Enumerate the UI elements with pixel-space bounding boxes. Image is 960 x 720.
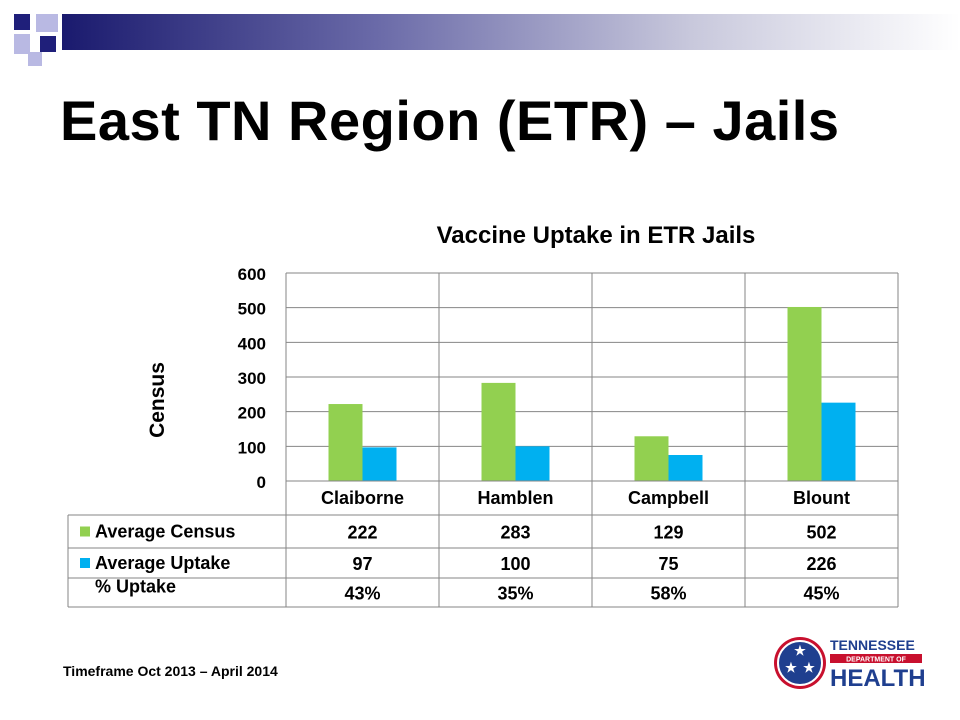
y-tick-label: 600 — [238, 265, 266, 284]
timeframe-note: Timeframe Oct 2013 – April 2014 — [63, 663, 278, 679]
logo-line1: TENNESSEE — [830, 637, 915, 653]
table-cell-value: 222 — [347, 523, 377, 543]
bar-average-census-claiborne — [328, 404, 363, 481]
legend-label: Average Uptake — [95, 553, 230, 573]
decor-square-navy — [14, 14, 30, 30]
bar-average-census-blount — [787, 306, 822, 481]
y-tick-labels: 0 100 200 300 400 500 600 — [238, 265, 266, 492]
table-cell-value: 283 — [500, 523, 530, 543]
tennessee-health-logo: ★ ★ ★ TENNESSEE DEPARTMENT OF HEALTH — [774, 637, 926, 692]
legend-label: % Uptake — [95, 577, 176, 597]
category-label: Blount — [793, 488, 850, 508]
table-cell-value: 226 — [806, 554, 836, 574]
y-tick-label: 500 — [238, 300, 266, 319]
y-axis-label: Census — [146, 362, 169, 438]
legend-swatch — [80, 558, 90, 568]
table-cell-value: 129 — [653, 523, 683, 543]
table-cell-value: 75 — [658, 554, 678, 574]
svg-text:★: ★ — [794, 643, 806, 658]
table-cell-value: 58% — [650, 584, 686, 604]
legend-swatch — [80, 526, 90, 537]
bar-average-census-hamblen — [481, 382, 516, 481]
decor-square-light — [36, 14, 58, 32]
logo-line3: HEALTH — [830, 665, 926, 692]
y-tick-label: 400 — [238, 334, 266, 353]
decor-square-light — [14, 34, 30, 54]
table-cell-value: 97 — [352, 554, 372, 574]
y-tick-label: 0 — [257, 473, 266, 492]
table-cell-value: 35% — [497, 584, 533, 604]
svg-text:★: ★ — [803, 660, 815, 675]
chart-title: Vaccine Uptake in ETR Jails — [437, 222, 756, 249]
legend-label: Average Census — [95, 522, 235, 542]
decor-square-navy — [40, 36, 56, 52]
y-tick-label: 300 — [238, 369, 266, 388]
y-tick-label: 200 — [238, 404, 266, 423]
category-label: Campbell — [628, 488, 709, 508]
bar-average-uptake-campbell — [668, 455, 703, 481]
logo-line2: DEPARTMENT OF — [846, 657, 906, 664]
decor-square-light — [28, 52, 42, 66]
bar-average-uptake-hamblen — [515, 446, 550, 481]
table-cell-value: 100 — [500, 554, 530, 574]
data-table: Claiborne Hamblen Campbell Blount Average Ce… — [67, 273, 899, 608]
category-label: Hamblen — [477, 488, 553, 508]
bar-average-uptake-claiborne — [362, 447, 397, 481]
category-label: Claiborne — [321, 488, 404, 508]
bars — [328, 306, 856, 481]
table-cell-value: 45% — [803, 584, 839, 604]
slide-title: East TN Region (ETR) – Jails — [60, 89, 840, 152]
bar-average-census-campbell — [634, 436, 669, 481]
bar-average-uptake-blount — [821, 402, 856, 481]
table-cell-value: 502 — [806, 523, 836, 543]
table-cell-value: 43% — [344, 584, 380, 604]
header-gradient-bar — [62, 14, 960, 50]
svg-text:★: ★ — [785, 660, 797, 675]
y-tick-label: 100 — [238, 438, 266, 457]
